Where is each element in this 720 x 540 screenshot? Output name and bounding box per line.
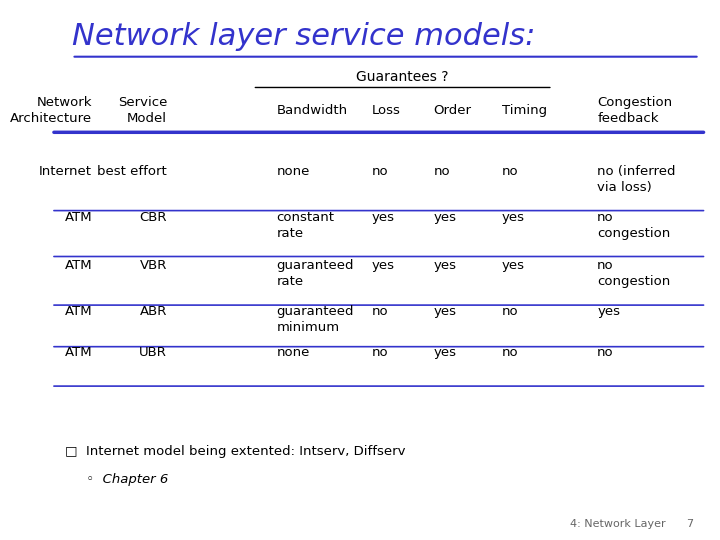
Text: yes: yes — [433, 259, 456, 272]
Text: ATM: ATM — [65, 259, 92, 272]
Text: Service
Model: Service Model — [118, 96, 167, 125]
Text: yes: yes — [372, 211, 395, 224]
Text: yes: yes — [597, 305, 620, 318]
Text: no: no — [433, 165, 450, 178]
Text: Loss: Loss — [372, 104, 401, 117]
Text: yes: yes — [433, 346, 456, 359]
Text: none: none — [276, 346, 310, 359]
Text: Timing: Timing — [502, 104, 546, 117]
Text: no (inferred
via loss): no (inferred via loss) — [597, 165, 675, 194]
Text: 7: 7 — [686, 519, 693, 529]
Text: Network
Architecture: Network Architecture — [10, 96, 92, 125]
Text: yes: yes — [502, 211, 525, 224]
Text: constant
rate: constant rate — [276, 211, 334, 240]
Text: UBR: UBR — [139, 346, 167, 359]
Text: CBR: CBR — [140, 211, 167, 224]
Text: yes: yes — [433, 211, 456, 224]
Text: ABR: ABR — [140, 305, 167, 318]
Text: best effort: best effort — [97, 165, 167, 178]
Text: Network layer service models:: Network layer service models: — [71, 22, 535, 51]
Text: Internet: Internet — [39, 165, 92, 178]
Text: no: no — [502, 346, 518, 359]
Text: guaranteed
rate: guaranteed rate — [276, 259, 354, 288]
Text: VBR: VBR — [140, 259, 167, 272]
Text: ◦  Chapter 6: ◦ Chapter 6 — [65, 472, 168, 485]
Text: Congestion
feedback: Congestion feedback — [597, 96, 672, 125]
Text: no
congestion: no congestion — [597, 211, 670, 240]
Text: yes: yes — [433, 305, 456, 318]
Text: none: none — [276, 165, 310, 178]
Text: □  Internet model being extented: Intserv, Diffserv: □ Internet model being extented: Intserv… — [65, 446, 405, 458]
Text: Guarantees ?: Guarantees ? — [356, 70, 449, 84]
Text: yes: yes — [372, 259, 395, 272]
Text: 4: Network Layer: 4: Network Layer — [570, 519, 665, 529]
Text: no: no — [502, 305, 518, 318]
Text: Bandwidth: Bandwidth — [276, 104, 348, 117]
Text: Order: Order — [433, 104, 472, 117]
Text: no
congestion: no congestion — [597, 259, 670, 288]
Text: no: no — [372, 346, 389, 359]
Text: no: no — [597, 346, 613, 359]
Text: guaranteed
minimum: guaranteed minimum — [276, 305, 354, 334]
Text: no: no — [372, 165, 389, 178]
Text: no: no — [372, 305, 389, 318]
Text: yes: yes — [502, 259, 525, 272]
Text: ATM: ATM — [65, 305, 92, 318]
Text: ATM: ATM — [65, 346, 92, 359]
Text: no: no — [502, 165, 518, 178]
Text: ATM: ATM — [65, 211, 92, 224]
